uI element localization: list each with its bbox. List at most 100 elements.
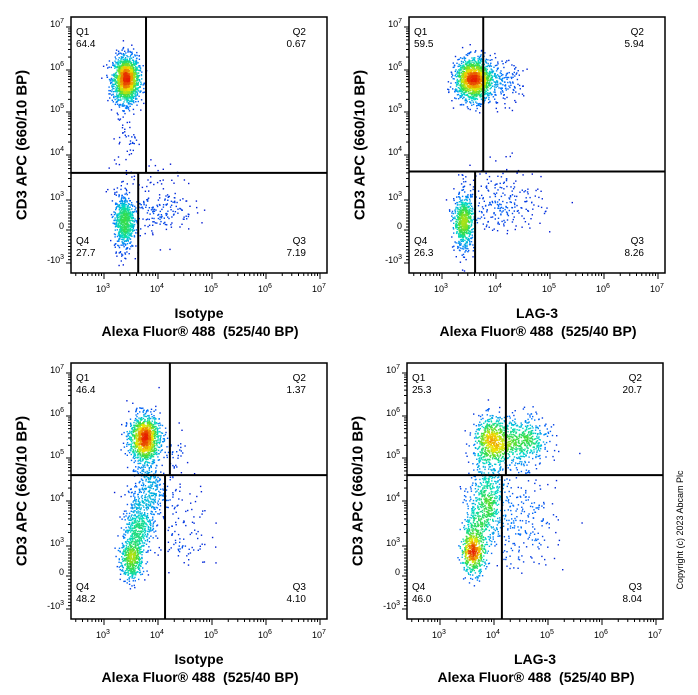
event-dot	[473, 58, 475, 60]
event-dot	[464, 235, 466, 238]
event-dot	[467, 213, 469, 215]
event-dot	[117, 59, 119, 61]
event-dot	[452, 107, 455, 109]
event-dot	[459, 68, 461, 70]
event-dot	[461, 66, 463, 69]
event-dot	[127, 234, 129, 236]
event-dot	[121, 56, 123, 59]
event-dot	[499, 82, 502, 84]
event-dot	[127, 108, 130, 110]
event-dot	[458, 193, 460, 195]
event-dot	[467, 70, 469, 72]
event-dot	[484, 87, 486, 89]
event-dot	[489, 91, 492, 94]
event-dot	[515, 91, 517, 93]
event-dot	[124, 131, 126, 133]
event-dot	[471, 196, 473, 198]
event-dot	[485, 88, 488, 90]
event-dot	[189, 205, 191, 207]
event-dot	[169, 163, 172, 165]
event-dot	[188, 228, 190, 230]
event-dot	[125, 158, 127, 161]
event-dot	[463, 244, 466, 246]
event-dot	[459, 196, 461, 199]
event-dot	[463, 219, 465, 221]
event-dot	[118, 86, 121, 89]
event-dot	[123, 86, 125, 89]
y-tick-label: 0	[58, 221, 64, 231]
event-dot	[540, 175, 542, 178]
event-dot	[122, 222, 125, 224]
event-dot	[129, 222, 132, 224]
event-dot	[132, 63, 135, 66]
event-dot	[458, 213, 461, 215]
event-dot	[465, 79, 467, 81]
event-dot	[118, 106, 121, 108]
event-dot	[127, 67, 129, 69]
event-dot	[464, 67, 467, 70]
event-dot	[469, 207, 471, 209]
event-dot	[486, 178, 488, 181]
event-dot	[522, 174, 524, 176]
event-dot	[124, 229, 126, 231]
event-dot	[102, 65, 105, 67]
event-dot	[453, 78, 455, 80]
event-dot	[122, 205, 124, 207]
event-dot	[453, 249, 455, 251]
event-dot	[463, 270, 466, 272]
event-dot	[471, 88, 474, 91]
event-dot	[465, 223, 467, 226]
event-dot	[462, 213, 465, 216]
event-dot	[132, 211, 135, 214]
event-dot	[500, 70, 502, 72]
event-dot	[201, 222, 203, 224]
event-dot	[181, 223, 183, 225]
event-dot	[459, 239, 462, 241]
event-dot	[460, 90, 462, 92]
event-dot	[466, 86, 468, 89]
event-dot	[127, 224, 129, 226]
event-dot	[112, 222, 114, 224]
event-dot	[120, 215, 123, 217]
event-dot	[121, 181, 123, 183]
event-dot	[113, 223, 116, 225]
event-dot	[122, 68, 125, 70]
event-dot	[125, 236, 127, 238]
event-dot	[478, 64, 480, 67]
event-dot	[466, 76, 468, 78]
event-dot	[474, 94, 476, 97]
event-dot	[156, 205, 159, 208]
event-dot	[116, 93, 118, 95]
event-dot	[463, 82, 465, 84]
event-dot	[517, 83, 519, 85]
event-dot	[540, 206, 543, 209]
event-dot	[126, 63, 128, 65]
event-dot	[144, 190, 147, 192]
event-dot	[471, 63, 473, 66]
event-dot	[497, 175, 499, 177]
event-dot	[128, 234, 130, 236]
event-dot	[126, 218, 128, 220]
event-dot	[170, 200, 173, 202]
event-dot	[462, 238, 464, 240]
event-dot	[518, 93, 520, 95]
event-dot	[509, 86, 511, 89]
event-dot	[458, 211, 460, 213]
event-dot	[469, 242, 471, 244]
event-dot	[464, 77, 466, 79]
event-dot	[137, 100, 139, 103]
event-dot	[475, 110, 477, 112]
event-dot	[519, 88, 521, 90]
event-dot	[127, 77, 130, 79]
event-dot	[116, 87, 118, 90]
event-dot	[501, 79, 503, 82]
event-dot	[132, 183, 134, 185]
event-dot	[459, 69, 462, 71]
event-dot	[471, 57, 473, 59]
event-dot	[512, 82, 514, 84]
event-dot	[124, 187, 126, 189]
event-dot	[527, 188, 529, 190]
event-dot	[120, 214, 122, 216]
event-dot	[481, 66, 483, 68]
event-dot	[115, 202, 117, 204]
